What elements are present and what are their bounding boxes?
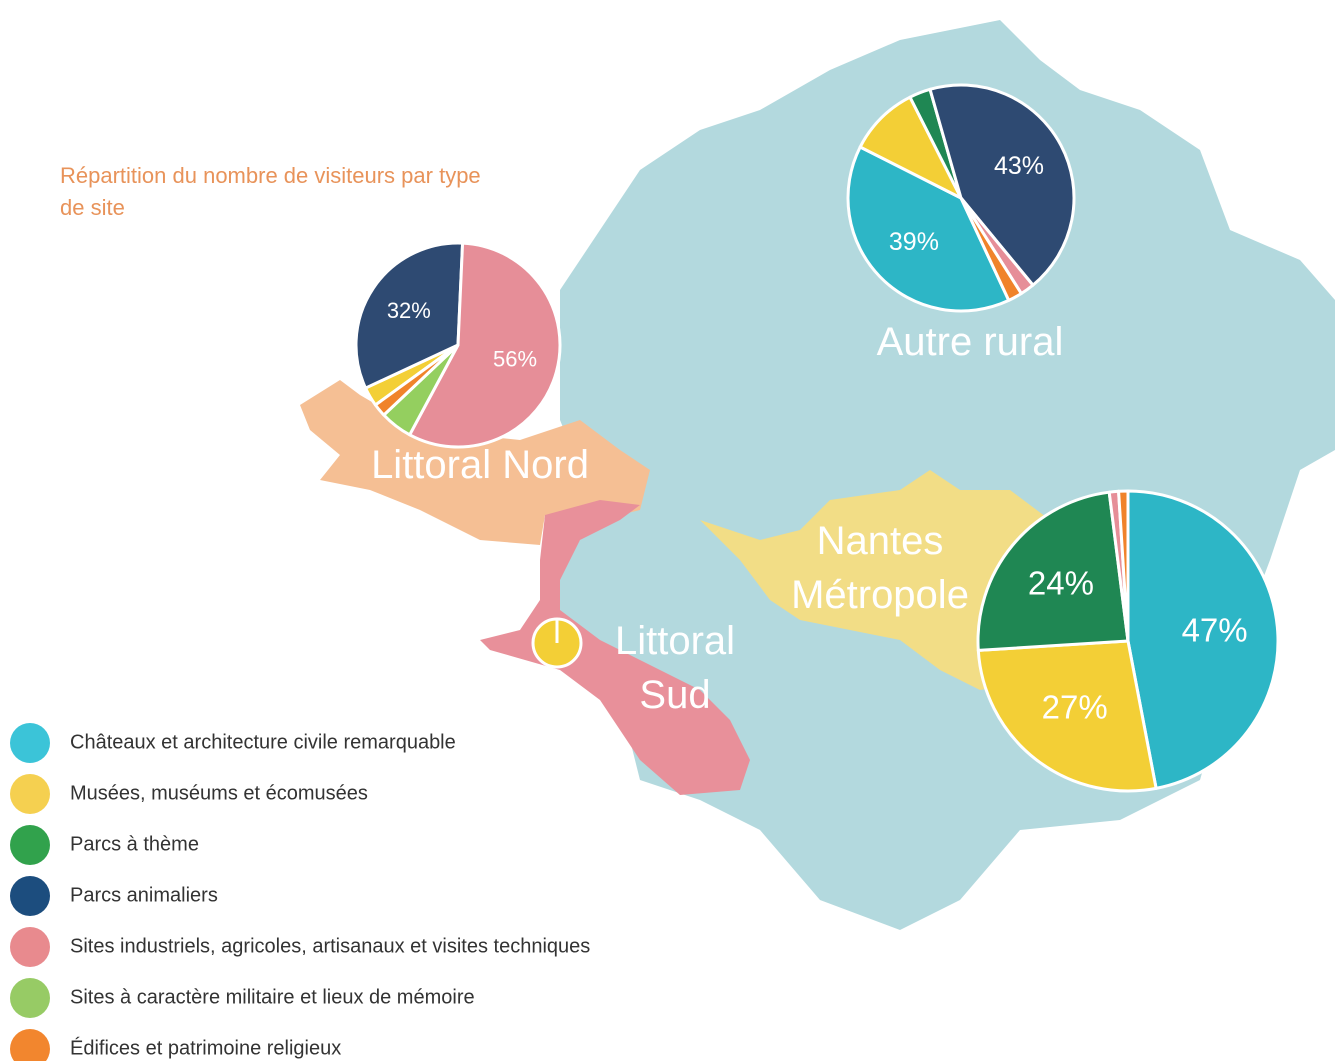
legend-swatch xyxy=(10,723,50,763)
slice-label: 56% xyxy=(493,347,537,372)
legend-label: Sites à caractère militaire et lieux de … xyxy=(70,986,475,1008)
pie-slice xyxy=(1117,489,1130,643)
pie: 47% 27% 24% xyxy=(976,489,1280,793)
pie-slice xyxy=(408,241,562,449)
pie-slice xyxy=(959,196,1023,302)
legend-swatch xyxy=(10,1029,50,1061)
legend-label: Sites industriels, agricoles, artisanaux… xyxy=(70,935,590,957)
slice-label: 27% xyxy=(1042,688,1108,725)
legend-label: Édifices et patrimoine religieux xyxy=(70,1036,341,1059)
pie: 32% 56% xyxy=(354,241,562,449)
legend-label: Musées, muséums et écomusées xyxy=(70,782,368,804)
pie-slice xyxy=(976,639,1158,793)
slice-label: 47% xyxy=(1182,612,1248,649)
legend-swatch xyxy=(10,978,50,1018)
legend-label: Châteaux et architecture civile remarqua… xyxy=(70,731,456,753)
slice-label: 43% xyxy=(994,152,1044,180)
map-title: Répartition du nombre de visiteurs par t… xyxy=(60,163,481,220)
pie xyxy=(531,617,583,669)
region-label: Littoral Sud xyxy=(614,619,736,717)
legend-swatch xyxy=(10,927,50,967)
pie-slice xyxy=(1126,489,1280,790)
legend-label: Parcs à thème xyxy=(70,833,199,855)
slice-label: 39% xyxy=(889,228,939,256)
slice-label: 24% xyxy=(1028,564,1094,601)
pie-slice xyxy=(846,145,1011,313)
pie-slice xyxy=(928,83,1076,287)
region-label: Nantes Métropole xyxy=(791,519,969,617)
pie-slice xyxy=(373,343,460,417)
legend-label: Parcs animaliers xyxy=(70,884,218,906)
region-littoral-nord xyxy=(300,380,650,545)
legend-swatch xyxy=(10,774,50,814)
region-label: Autre rural xyxy=(876,320,1064,364)
legend-swatch xyxy=(10,876,50,916)
legend-swatch xyxy=(10,825,50,865)
slice-label: 32% xyxy=(387,298,431,323)
pie-slice xyxy=(354,241,465,390)
region-label: Littoral Nord xyxy=(371,443,589,487)
pie-slice xyxy=(976,490,1130,652)
region-littoral-sud xyxy=(480,500,750,795)
pie: 39% 43% xyxy=(846,83,1076,313)
